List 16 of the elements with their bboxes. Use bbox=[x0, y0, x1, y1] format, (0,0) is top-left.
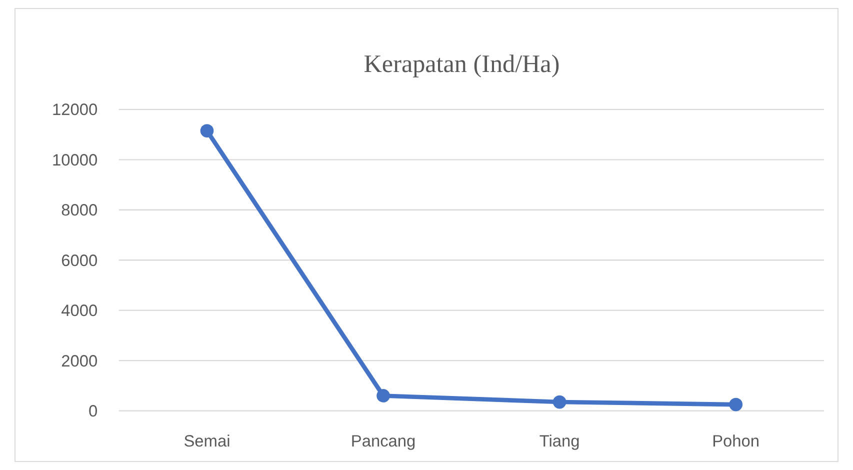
y-tick-label: 6000 bbox=[61, 252, 98, 270]
y-tick-label: 2000 bbox=[61, 352, 98, 370]
y-tick-label: 4000 bbox=[61, 302, 98, 320]
y-tick-label: 12000 bbox=[52, 101, 98, 120]
x-tick-label: Pohon bbox=[712, 432, 760, 450]
x-tick-label: Tiang bbox=[539, 432, 580, 450]
x-tick-label: Pancang bbox=[350, 432, 416, 450]
chart-title: Kerapatan (Ind/Ha) bbox=[364, 50, 560, 78]
point bbox=[552, 395, 566, 409]
x-tick-label: Semai bbox=[184, 432, 230, 450]
point bbox=[200, 124, 214, 138]
y-tick-label: 10000 bbox=[52, 151, 98, 170]
y-tick-label: 8000 bbox=[61, 202, 98, 220]
y-tick-label: 0 bbox=[88, 402, 98, 421]
point bbox=[729, 398, 743, 412]
point bbox=[376, 389, 390, 402]
